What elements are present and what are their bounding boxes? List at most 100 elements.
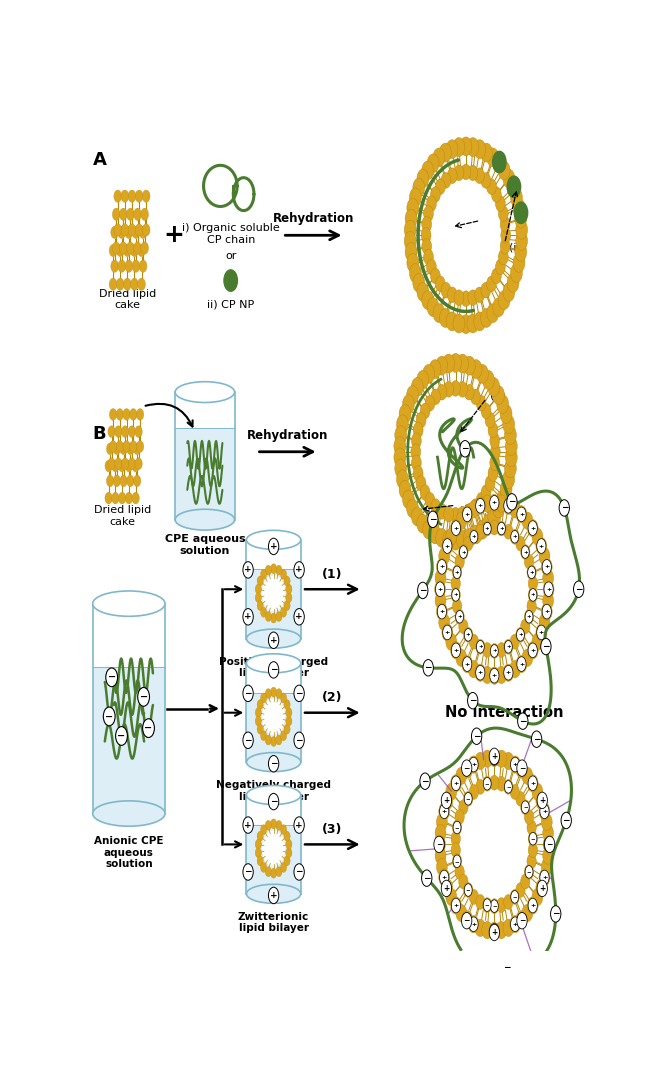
Circle shape [451, 842, 460, 857]
FancyBboxPatch shape [247, 824, 301, 894]
Circle shape [243, 864, 253, 880]
Circle shape [448, 168, 457, 184]
Circle shape [439, 614, 450, 631]
Text: +: + [478, 645, 483, 649]
Circle shape [510, 661, 520, 678]
Circle shape [506, 437, 517, 455]
Text: +: + [519, 512, 524, 517]
Circle shape [525, 866, 533, 879]
Circle shape [460, 137, 472, 156]
Circle shape [108, 425, 115, 437]
Circle shape [396, 469, 408, 489]
Text: +: + [269, 890, 277, 900]
Circle shape [489, 923, 500, 940]
Ellipse shape [247, 630, 301, 648]
Circle shape [498, 523, 506, 534]
Text: +: + [492, 500, 497, 506]
Circle shape [516, 911, 527, 928]
Circle shape [271, 868, 277, 878]
Circle shape [435, 570, 446, 587]
Circle shape [476, 895, 485, 910]
Circle shape [527, 599, 536, 614]
Circle shape [137, 687, 149, 707]
Circle shape [498, 249, 508, 265]
Circle shape [507, 176, 521, 198]
Circle shape [111, 227, 119, 238]
Text: Anionic CPE
aqueous
solution: Anionic CPE aqueous solution [94, 836, 163, 869]
Circle shape [493, 298, 505, 316]
Circle shape [265, 735, 271, 745]
Text: +: + [444, 884, 450, 893]
Circle shape [503, 664, 514, 681]
Circle shape [426, 259, 436, 275]
Circle shape [285, 848, 292, 857]
Circle shape [451, 832, 460, 847]
Circle shape [496, 259, 506, 275]
Text: (1): (1) [322, 568, 343, 582]
Circle shape [257, 856, 263, 866]
Circle shape [417, 169, 429, 188]
Ellipse shape [247, 630, 301, 648]
Circle shape [487, 304, 499, 323]
Circle shape [108, 458, 115, 469]
Circle shape [284, 601, 290, 610]
Circle shape [395, 459, 407, 478]
Circle shape [474, 312, 486, 331]
Circle shape [263, 832, 284, 866]
Text: −: − [424, 663, 432, 672]
Circle shape [543, 570, 554, 587]
Circle shape [500, 238, 510, 254]
Circle shape [121, 223, 129, 236]
Circle shape [450, 354, 462, 372]
Circle shape [435, 824, 446, 841]
Circle shape [462, 506, 473, 523]
Circle shape [450, 520, 462, 537]
Circle shape [498, 206, 508, 221]
Circle shape [468, 165, 478, 181]
Circle shape [111, 260, 119, 273]
Circle shape [559, 499, 570, 516]
Circle shape [489, 667, 500, 684]
Circle shape [464, 528, 476, 547]
Circle shape [468, 500, 479, 518]
Circle shape [528, 567, 536, 578]
Circle shape [456, 610, 464, 623]
Circle shape [464, 883, 473, 898]
Circle shape [257, 724, 263, 734]
Circle shape [142, 190, 150, 202]
Circle shape [521, 544, 530, 559]
Circle shape [497, 642, 506, 657]
Circle shape [511, 890, 519, 903]
Circle shape [452, 820, 462, 835]
Circle shape [504, 665, 513, 680]
Circle shape [527, 854, 536, 869]
Text: −: − [295, 867, 303, 877]
Text: −: − [423, 873, 430, 883]
Circle shape [133, 443, 141, 454]
Circle shape [118, 227, 125, 238]
FancyBboxPatch shape [175, 392, 235, 428]
Circle shape [268, 662, 279, 678]
Circle shape [132, 460, 139, 471]
Circle shape [456, 649, 467, 666]
Circle shape [486, 276, 496, 292]
Circle shape [482, 776, 492, 791]
Circle shape [441, 172, 451, 188]
Ellipse shape [247, 884, 301, 903]
Circle shape [470, 889, 479, 904]
Text: +: + [269, 636, 277, 645]
Text: CPE aqueous
solution: CPE aqueous solution [165, 534, 245, 556]
Circle shape [139, 227, 147, 238]
Text: +: + [506, 670, 511, 676]
Circle shape [493, 152, 506, 173]
Circle shape [127, 443, 134, 454]
Circle shape [528, 642, 538, 657]
Circle shape [544, 837, 553, 852]
Circle shape [486, 179, 496, 195]
Circle shape [458, 507, 468, 522]
Circle shape [528, 521, 538, 536]
Circle shape [446, 528, 457, 545]
Circle shape [504, 780, 512, 793]
Circle shape [132, 227, 140, 238]
Circle shape [498, 291, 510, 310]
